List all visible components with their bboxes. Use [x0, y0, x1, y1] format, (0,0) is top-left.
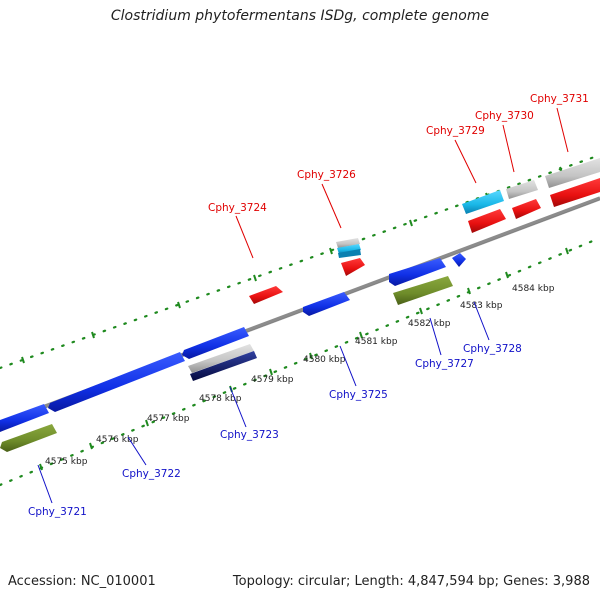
gene-label-cphy-3723[interactable]: Cphy_3723 — [220, 429, 279, 441]
scale-label-4584: 4584 kbp — [512, 284, 555, 294]
gene-features — [0, 158, 600, 452]
gene-label-cphy-3731[interactable]: Cphy_3731 — [530, 93, 589, 105]
gene-label-cphy-3724[interactable]: Cphy_3724 — [208, 202, 267, 214]
gene-label-cphy-3730[interactable]: Cphy_3730 — [475, 110, 534, 122]
gene-block-red[interactable] — [550, 178, 600, 207]
gene-block-cyan[interactable] — [336, 238, 360, 248]
gene-block-blue[interactable] — [452, 253, 466, 267]
gene-label-cphy-3721[interactable]: Cphy_3721 — [28, 506, 87, 518]
gene-block-gray[interactable] — [188, 344, 254, 373]
scale-label-4578: 4578 kbp — [199, 394, 242, 404]
scale-label-4580: 4580 kbp — [303, 355, 346, 365]
gene-block-olive[interactable] — [393, 276, 453, 305]
gene-block-gray[interactable] — [545, 158, 600, 188]
gene-block-blue[interactable] — [389, 258, 446, 286]
gene-label-cphy-3726[interactable]: Cphy_3726 — [297, 169, 356, 181]
gene-block-olive[interactable] — [0, 424, 57, 452]
tick-track-lower — [0, 236, 600, 487]
topology-text: Topology: circular; Length: 4,847,594 bp… — [232, 574, 590, 589]
gene-block-blue[interactable] — [182, 327, 249, 359]
tick-track-upper — [0, 153, 600, 370]
scale-label-4582: 4582 kbp — [408, 319, 451, 329]
scale-label-4575: 4575 kbp — [45, 457, 88, 467]
gene-label-cphy-3725[interactable]: Cphy_3725 — [329, 389, 388, 401]
gene-block-navy[interactable] — [190, 351, 257, 381]
scale-label-4577: 4577 kbp — [147, 414, 190, 424]
gene-block-gray[interactable] — [506, 180, 538, 199]
gene-label-cphy-3729[interactable]: Cphy_3729 — [426, 125, 485, 137]
gene-block-cyan[interactable] — [338, 249, 361, 258]
gene-label-cphy-3728[interactable]: Cphy_3728 — [463, 343, 522, 355]
accession-text: Accession: NC_010001 — [8, 574, 156, 589]
leader-lines-bottom — [37, 301, 490, 504]
gene-block-red[interactable] — [512, 199, 541, 219]
gene-labels-bottom: Cphy_3721 Cphy_3722 Cphy_3723 Cphy_3725 … — [28, 343, 522, 518]
gene-block-cyan[interactable] — [337, 244, 361, 254]
scale-labels: 4575 kbp 4576 kbp 4577 kbp 4578 kbp 4579… — [45, 284, 555, 467]
map-title: Clostridium phytofermentans ISDg, comple… — [110, 8, 490, 24]
gene-label-cphy-3727[interactable]: Cphy_3727 — [415, 358, 474, 370]
leader-lines-top — [235, 107, 569, 259]
gene-block-red[interactable] — [468, 209, 506, 233]
gene-labels-top: Cphy_3724 Cphy_3726 Cphy_3729 Cphy_3730 … — [208, 93, 589, 214]
gene-block-blue[interactable] — [0, 404, 49, 432]
major-ticks — [21, 166, 569, 471]
scale-label-4579: 4579 kbp — [251, 375, 294, 385]
scale-label-4576: 4576 kbp — [96, 435, 139, 445]
gene-block-red[interactable] — [249, 286, 283, 304]
gene-block-cyan[interactable] — [462, 190, 504, 214]
scale-label-4583: 4583 kbp — [460, 301, 503, 311]
gene-label-cphy-3722[interactable]: Cphy_3722 — [122, 468, 181, 480]
scale-label-4581: 4581 kbp — [355, 337, 398, 347]
gene-block-red[interactable] — [341, 258, 365, 276]
gene-block-blue[interactable] — [48, 352, 185, 412]
gene-block-blue[interactable] — [303, 292, 350, 316]
